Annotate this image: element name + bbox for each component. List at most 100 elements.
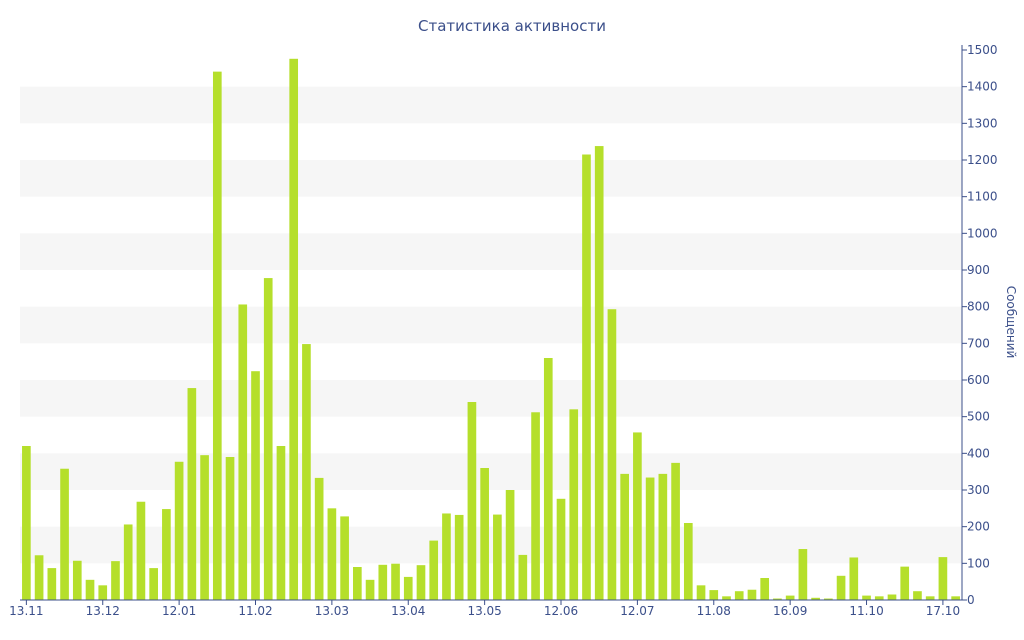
bar[interactable] (365, 579, 375, 600)
bar[interactable] (505, 490, 515, 600)
bar[interactable] (238, 304, 248, 600)
bar[interactable] (72, 560, 82, 600)
x-tick-label: 11.10 (849, 604, 883, 618)
bar[interactable] (276, 446, 286, 600)
x-tick-label: 11.08 (697, 604, 731, 618)
bar[interactable] (378, 564, 388, 600)
bar[interactable] (302, 344, 311, 600)
x-tick-label: 16.09 (773, 604, 807, 618)
bar[interactable] (174, 461, 184, 600)
bar[interactable] (811, 597, 820, 600)
bar[interactable] (620, 473, 629, 600)
x-axis-ticks: 13.11 13.12 12.01 11.02 13.03 13.04 13.05 12.06… (9, 600, 960, 618)
y-tick-label: 300 (967, 483, 990, 497)
y-tick-label: 900 (967, 263, 990, 277)
y-tick-label: 0 (967, 593, 975, 607)
bar[interactable] (658, 473, 668, 600)
bar[interactable] (22, 446, 31, 600)
x-tick-label: 13.03 (315, 604, 349, 618)
bar[interactable] (518, 554, 528, 600)
bar[interactable] (136, 501, 146, 600)
x-tick-label: 12.07 (620, 604, 654, 618)
bar[interactable] (556, 498, 566, 600)
bar[interactable] (900, 566, 910, 600)
bar[interactable] (633, 432, 642, 600)
x-tick-label: 11.02 (238, 604, 272, 618)
bar[interactable] (314, 477, 324, 600)
bar[interactable] (416, 565, 426, 600)
grid-band (20, 86, 962, 124)
bar[interactable] (722, 596, 731, 600)
bar[interactable] (391, 563, 400, 600)
bar[interactable] (607, 309, 617, 600)
bar[interactable] (785, 595, 795, 600)
bar[interactable] (951, 596, 960, 600)
bar[interactable] (683, 523, 693, 600)
bar[interactable] (98, 585, 108, 600)
bar[interactable] (836, 575, 846, 600)
bar[interactable] (353, 567, 362, 600)
bar[interactable] (569, 409, 579, 600)
bar[interactable] (34, 555, 44, 600)
bar[interactable] (671, 462, 680, 600)
y-tick-label: 200 (967, 520, 990, 534)
bar[interactable] (849, 557, 859, 600)
bar[interactable] (85, 579, 95, 600)
grid-band (20, 306, 962, 344)
bar[interactable] (594, 146, 604, 600)
bar[interactable] (340, 516, 349, 600)
bar[interactable] (149, 568, 158, 600)
bar[interactable] (111, 561, 120, 600)
grid-band (20, 453, 962, 490)
y-tick-label: 1500 (967, 43, 998, 57)
bar[interactable] (162, 509, 171, 600)
bar[interactable] (760, 578, 770, 600)
bar[interactable] (251, 371, 260, 600)
bar[interactable] (734, 591, 744, 600)
bar[interactable] (454, 514, 464, 600)
bar[interactable] (429, 540, 439, 600)
bar[interactable] (913, 591, 922, 600)
bar[interactable] (938, 557, 948, 600)
bar[interactable] (467, 402, 477, 600)
bar[interactable] (480, 468, 489, 600)
bar[interactable] (645, 477, 655, 600)
bar[interactable] (874, 596, 884, 600)
grid-band (20, 380, 962, 417)
y-tick-label: 600 (967, 373, 990, 387)
bar[interactable] (200, 455, 209, 600)
x-tick-label: 12.06 (544, 604, 578, 618)
y-axis-label: Сообщений (1004, 286, 1018, 359)
bar[interactable] (47, 568, 57, 600)
bar[interactable] (824, 598, 833, 600)
bar[interactable] (187, 388, 197, 600)
bar[interactable] (887, 594, 897, 601)
bar[interactable] (327, 508, 337, 600)
bar[interactable] (709, 590, 719, 600)
bar[interactable] (442, 513, 451, 600)
bar[interactable] (289, 58, 299, 601)
bar[interactable] (773, 598, 782, 600)
bars-group (22, 58, 960, 601)
bar[interactable] (798, 549, 808, 600)
grid-band (20, 233, 962, 270)
grid-band (20, 526, 962, 564)
bar[interactable] (696, 585, 706, 600)
bar[interactable] (60, 468, 69, 600)
bar[interactable] (925, 596, 935, 600)
bar[interactable] (531, 412, 540, 600)
bar[interactable] (862, 595, 871, 600)
bar[interactable] (747, 589, 757, 600)
bar[interactable] (582, 154, 591, 601)
y-tick-label: 1200 (967, 153, 998, 167)
bar[interactable] (543, 358, 553, 600)
x-tick-label: 13.04 (391, 604, 425, 618)
y-axis-ticks: 0 100 200 300 400 500 600 700 800 900 1000 1100 1200… (962, 43, 998, 607)
bar[interactable] (225, 457, 235, 600)
bar[interactable] (403, 576, 413, 600)
bar[interactable] (263, 278, 273, 600)
y-tick-label: 1400 (967, 80, 998, 94)
bar[interactable] (493, 514, 502, 600)
bar[interactable] (123, 524, 133, 600)
bar[interactable] (212, 71, 222, 600)
